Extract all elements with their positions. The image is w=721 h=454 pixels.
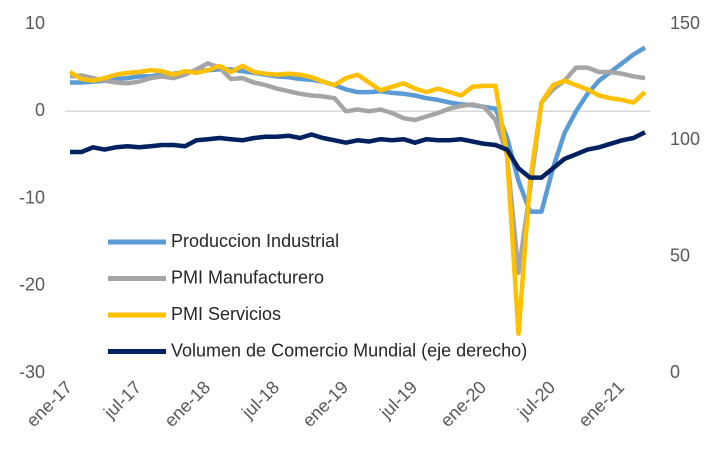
y2-tick-label: 0 bbox=[670, 362, 680, 382]
legend-label: Produccion Industrial bbox=[171, 231, 339, 251]
x-tick-label: ene-19 bbox=[298, 377, 352, 431]
legend-label: PMI Manufacturero bbox=[171, 267, 324, 287]
legend-label: Volumen de Comercio Mundial (eje derecho… bbox=[171, 340, 527, 360]
y2-tick-label: 100 bbox=[670, 129, 700, 149]
series-line bbox=[70, 130, 647, 180]
y-tick-label: 0 bbox=[35, 100, 45, 120]
legend: Produccion Industrial PMI Manufacturero PM… bbox=[108, 231, 527, 360]
x-tick-label: ene-17 bbox=[22, 377, 76, 431]
x-tick-label: ene-18 bbox=[160, 377, 214, 431]
x-tick-label: jul-18 bbox=[237, 377, 283, 423]
series-line bbox=[68, 63, 647, 336]
x-tick-label: jul-19 bbox=[375, 377, 421, 423]
x-tick-label: ene-21 bbox=[574, 377, 628, 431]
y-tick-label: -30 bbox=[19, 362, 45, 382]
y2-tick-label: 50 bbox=[670, 245, 690, 265]
x-tick-label: jul-17 bbox=[99, 377, 145, 423]
y-tick-label: -10 bbox=[19, 187, 45, 207]
x-tick-label: jul-20 bbox=[513, 377, 559, 423]
legend-label: PMI Servicios bbox=[171, 304, 281, 324]
y-tick-label: 10 bbox=[25, 13, 45, 33]
x-tick-label: ene-20 bbox=[436, 377, 490, 431]
y2-tick-label: 150 bbox=[670, 13, 700, 33]
y-tick-label: -20 bbox=[19, 275, 45, 295]
